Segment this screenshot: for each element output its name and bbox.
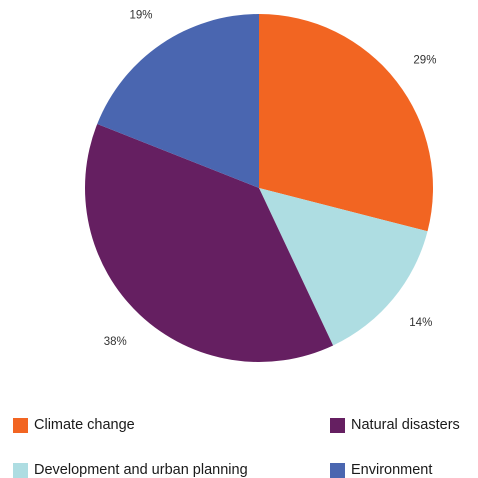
pie-label-climate-change: 29% — [413, 54, 436, 66]
pie-slice-environment — [97, 14, 259, 188]
pie-slice-development-and-urban-planning — [259, 188, 428, 346]
legend-item-climate-change: Climate change — [13, 417, 135, 433]
legend-label-environment: Environment — [351, 462, 433, 478]
legend-label-climate-change: Climate change — [34, 417, 135, 433]
legend-label-natural-disasters: Natural disasters — [351, 417, 460, 433]
pie-label-development-and-urban-planning: 14% — [409, 317, 432, 329]
pie-chart: 29% 14% 38% 19% — [85, 9, 437, 363]
pie-label-natural-disasters: 38% — [104, 336, 127, 348]
pie-slices — [85, 14, 434, 363]
legend-swatch-climate-change — [13, 417, 28, 433]
pie-slice-climate-change — [259, 14, 434, 232]
legend-swatch-environment — [330, 462, 345, 478]
pie-labels: 29% 14% 38% 19% — [104, 9, 437, 348]
legend-item-environment: Environment — [330, 462, 432, 478]
legend-swatch-development — [13, 462, 28, 478]
pie-label-environment: 19% — [129, 9, 152, 21]
pie-slice-natural-disasters — [85, 123, 334, 363]
legend-item-development: Development and urban planning — [13, 462, 248, 478]
legend-item-natural-disasters: Natural disasters — [330, 417, 460, 433]
legend-label-development: Development and urban planning — [34, 462, 248, 478]
legend-swatch-natural-disasters — [330, 417, 345, 433]
